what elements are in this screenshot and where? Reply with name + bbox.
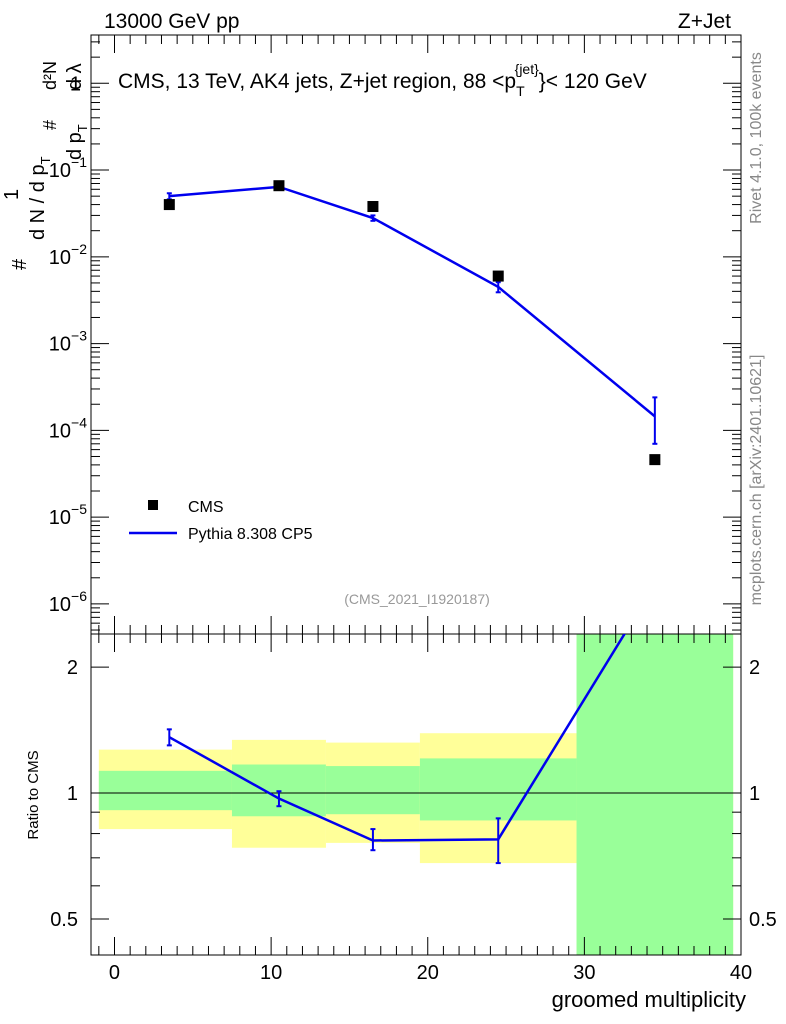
ratio-xtick-label-2: 20 (417, 962, 439, 984)
ratio-band-green-4 (576, 634, 734, 955)
mcplots-reference-label: mcplots.cern.ch [arXiv:2401.10621] (748, 355, 765, 606)
analysis-tag: (CMS_2021_I1920187) (344, 591, 490, 607)
ratio-ytick-label-right-2: 2 (749, 657, 760, 679)
ylabel-dpt-2: d p (64, 132, 86, 160)
ratio-band-green-0 (98, 770, 232, 811)
title-subscript: T (516, 83, 525, 99)
cms-point-3 (492, 270, 504, 282)
ratio-ytick-label-right-1: 1 (749, 783, 760, 805)
ratio-band-green-2 (325, 766, 420, 815)
ratio-xtick-label-0: 0 (109, 962, 120, 984)
cms-point-4 (649, 454, 661, 466)
legend-marker-cms (148, 500, 158, 510)
ratio-xtick-label-1: 10 (260, 962, 282, 984)
main-ytick-label-5: 10−5 (49, 501, 87, 529)
ratio-xtick-label-3: 30 (573, 962, 595, 984)
ratio-y-axis-label: Ratio to CMS (25, 750, 42, 839)
ratio-ytick-label-left-2: 2 (67, 657, 78, 679)
main-frame (90, 34, 742, 635)
svg-text:# 1 d N / d pT: # 1 d N / d pT (1, 156, 53, 270)
main-panel-axes: 1 10−1 10−2 10−3 10−4 10−5 10−6 (49, 34, 742, 635)
ratio-uncertainty-bands (98, 634, 734, 955)
ratio-panel-series (166, 634, 626, 865)
ratio-xtick-label-4: 40 (730, 962, 752, 984)
x-axis-label: groomed multiplicity (552, 987, 746, 1012)
cms-point-2 (367, 201, 379, 213)
title-pre: CMS, 13 TeV, AK4 jets, Z+jet region, 88 … (118, 70, 516, 93)
legend: CMS Pythia 8.308 CP5 (129, 499, 313, 543)
svg-text:# d pT d²N d: # d pT d²N d λ (39, 55, 92, 160)
cms-point-0 (163, 199, 175, 211)
main-ytick-label-4: 10−4 (49, 414, 87, 442)
ratio-frame (90, 633, 742, 956)
main-ytick-label-3: 10−3 (49, 328, 87, 356)
legend-label-pythia: Pythia 8.308 CP5 (188, 526, 313, 543)
title-post: }< 120 GeV (539, 70, 647, 93)
cms-point-1 (273, 180, 285, 192)
ratio-ytick-label-right-0: 0.5 (749, 909, 777, 931)
ylabel-hash: # (9, 258, 31, 270)
legend-label-cms: CMS (188, 499, 224, 516)
main-ytick-label-2: 10−2 (49, 241, 87, 269)
title-superscript: {jet} (515, 61, 539, 77)
rivet-version-label: Rivet 4.1.0, 100k events (748, 52, 765, 224)
header-right-label: Z+Jet (678, 10, 731, 33)
main-ytick-label-0: 1 (70, 73, 81, 95)
ylabel-t-sub-2: T (75, 124, 90, 132)
pythia-line (169, 185, 656, 418)
main-ytick-label-6: 10−6 (49, 588, 87, 616)
ylabel-one: 1 (1, 189, 23, 200)
main-plot-title: CMS, 13 TeV, AK4 jets, Z+jet region, 88 … (118, 61, 647, 99)
ratio-ytick-label-left-1: 1 (67, 783, 78, 805)
main-ytick-label-1: 10−1 (49, 154, 87, 182)
ratio-panel-axes: 0.5 0.51 12 20 10 20 30 40 (50, 633, 777, 984)
header-left-label: 13000 GeV pp (104, 10, 239, 33)
main-panel-series (163, 180, 661, 466)
ylabel-hash-2: # (40, 120, 60, 130)
ratio-ytick-label-left-0: 0.5 (50, 909, 78, 931)
ylabel-t-sub: T (38, 156, 53, 164)
ylabel-dn-dpt: d N / d p (27, 164, 49, 240)
ratio-band-green-3 (419, 758, 577, 821)
ylabel-d2n: d²N (40, 61, 60, 90)
main-y-axis-label: # 1 d N / d pT # d pT d²N d λ (1, 55, 92, 270)
ylabel-dlambda: d λ (64, 63, 86, 90)
